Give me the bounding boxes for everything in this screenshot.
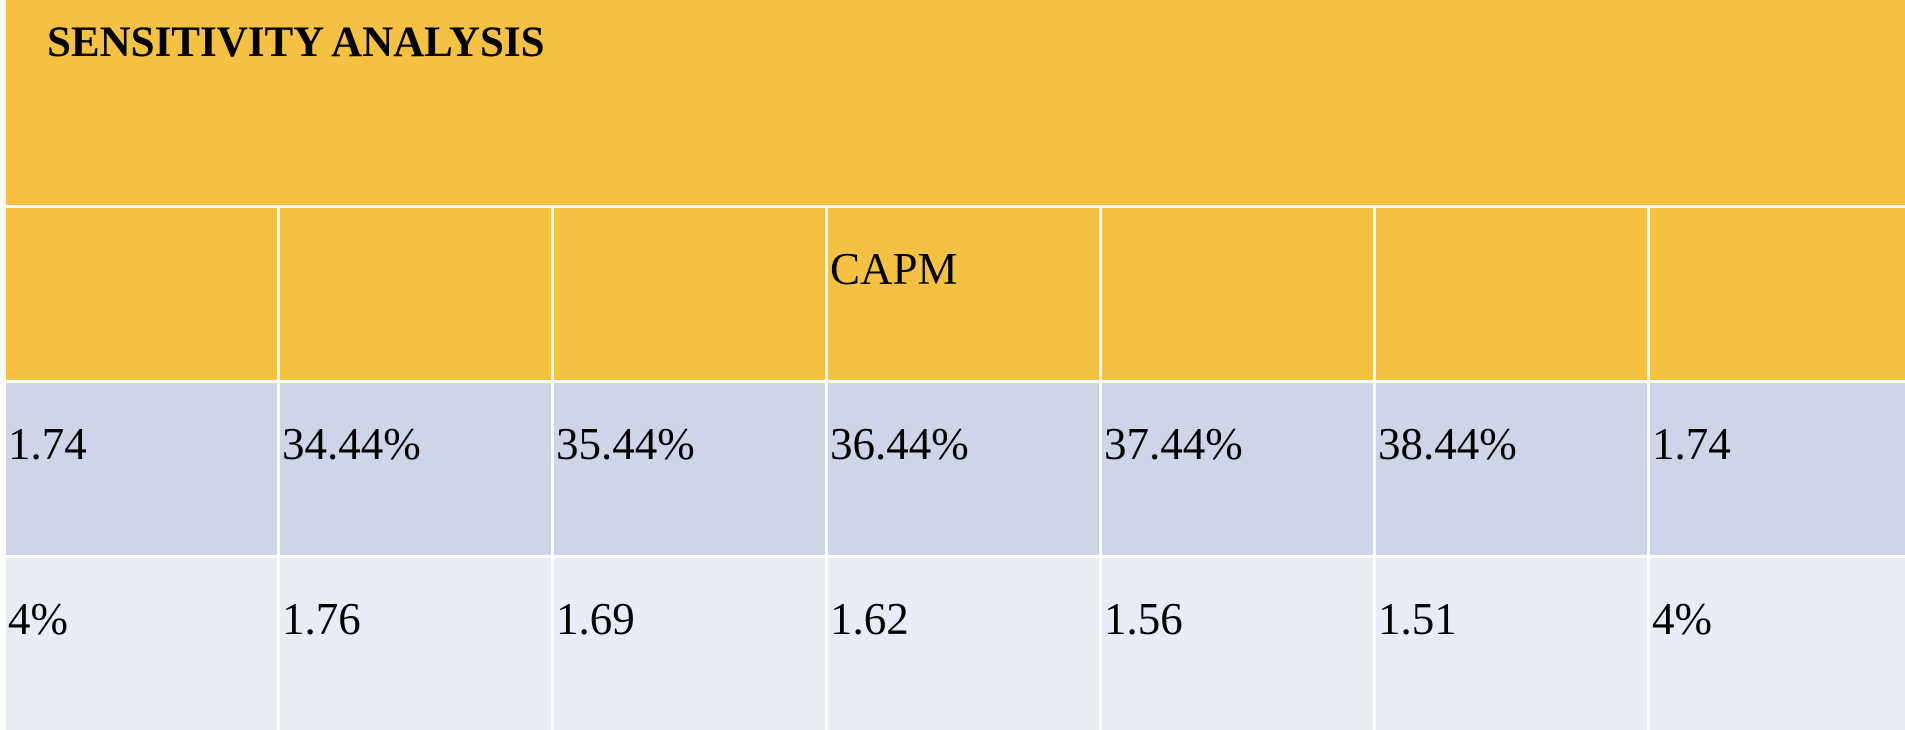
table-header-cell <box>554 208 825 380</box>
table-cell: 1.76 <box>280 558 551 730</box>
slide: SENSITIVITY ANALYSIS CAPM 1.74 34.44% 35… <box>6 0 1905 730</box>
table-cell: 4% <box>6 558 277 730</box>
sensitivity-table: CAPM 1.74 34.44% 35.44% 36.44% 37.44% 38… <box>6 208 1905 730</box>
table-header-cell <box>1376 208 1647 380</box>
table-cell: 1.69 <box>554 558 825 730</box>
table-cell: 36.44% <box>828 383 1099 555</box>
table-header-cell <box>280 208 551 380</box>
table-cell: 4% <box>1650 558 1905 730</box>
table-header-cell <box>1650 208 1905 380</box>
slide-title: SENSITIVITY ANALYSIS <box>47 19 545 66</box>
table-cell: 1.62 <box>828 558 1099 730</box>
table-cell: 35.44% <box>554 383 825 555</box>
table-header-cell-capm: CAPM <box>828 208 1099 380</box>
table-cell: 34.44% <box>280 383 551 555</box>
table-cell: 37.44% <box>1102 383 1373 555</box>
table-cell: 1.74 <box>6 383 277 555</box>
table-cell: 1.51 <box>1376 558 1647 730</box>
table-cell: 1.74 <box>1650 383 1905 555</box>
table-header-cell <box>6 208 277 380</box>
table-header-cell <box>1102 208 1373 380</box>
table-cell: 1.56 <box>1102 558 1373 730</box>
title-band: SENSITIVITY ANALYSIS <box>6 0 1905 205</box>
table-cell: 38.44% <box>1376 383 1647 555</box>
